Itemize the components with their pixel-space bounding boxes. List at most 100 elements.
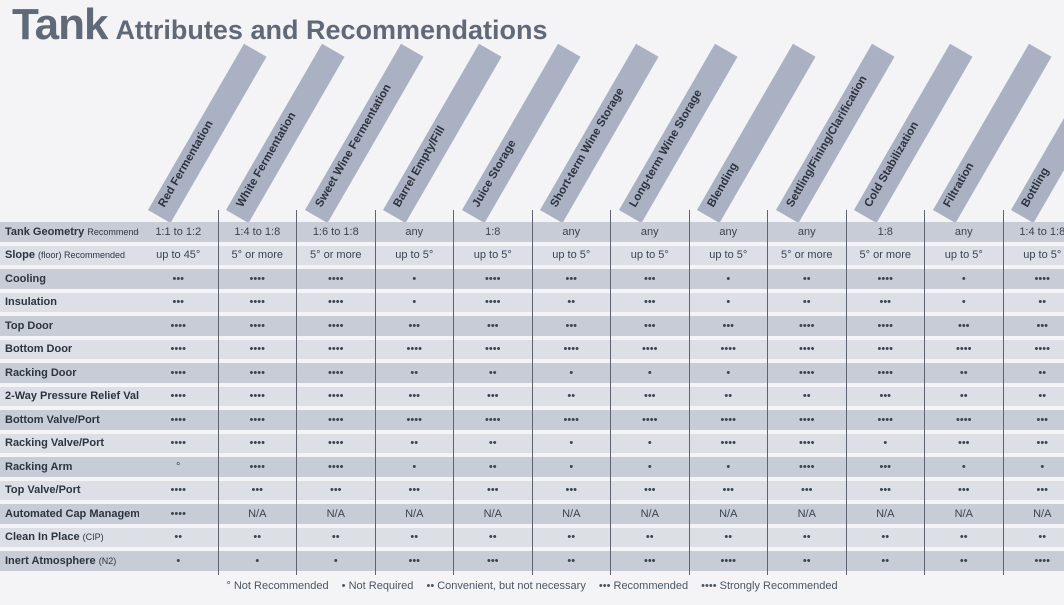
table-cell: any (531, 222, 610, 246)
row-label-suffix: Recommended (87, 226, 139, 237)
table-cell: • (296, 551, 375, 575)
column-divider (846, 210, 847, 575)
table-cell: • (688, 457, 767, 481)
table-cell: •• (610, 527, 689, 551)
row-label: Cooling (0, 269, 139, 293)
table-cell: •••• (845, 269, 924, 293)
table-cell: ••• (767, 480, 846, 504)
column-header-label: Blending (705, 160, 741, 210)
row-label-text: Bottom Valve/Port (5, 413, 100, 426)
column-headers: Red Fermentation White Fermentation Sweet … (0, 0, 1064, 223)
row-label-text: Racking Valve/Port (5, 437, 105, 450)
table-cell: ••• (453, 480, 532, 504)
table-cell: •••• (845, 410, 924, 434)
table-cell: ••• (924, 433, 1003, 457)
row-label: Tank Geometry Recommended (0, 222, 139, 246)
row-label-text: Bottom Door (5, 343, 73, 356)
row-label-text: 2-Way Pressure Relief Valve (5, 390, 139, 403)
row-label-text: Cooling (5, 272, 46, 285)
column-header-label: Long-term Wine Storage (626, 87, 705, 210)
table-cell: ••• (924, 480, 1003, 504)
table-cell: any (924, 222, 1003, 246)
column-header-label: Filtration (940, 160, 976, 210)
table-cell: •••• (374, 410, 453, 434)
table-cell: ••• (453, 551, 532, 575)
table-cell: • (688, 292, 767, 316)
table-cell: •• (924, 363, 1003, 387)
table-cell: •• (374, 433, 453, 457)
legend-recommended: ••• Recommended (598, 580, 689, 592)
table-cell: any (767, 222, 846, 246)
table-row: Inert Atmosphere (N2) • • • ••• ••• •• ••• •••• •… (0, 551, 1064, 575)
column-divider (689, 210, 690, 575)
table-cell: •••• (217, 386, 296, 410)
table-cell: ••• (139, 269, 218, 293)
table-cell: ••• (924, 316, 1003, 340)
table-row: Top Door •••• •••• •••• ••• ••• ••• ••• ••• •••• •… (0, 316, 1064, 340)
table-cell: N/A (845, 504, 924, 528)
table-cell: •••• (845, 316, 924, 340)
table-cell: •••• (845, 339, 924, 363)
column-header-label: Sweet Wine Fermentation (312, 82, 394, 210)
table-cell: •••• (767, 363, 846, 387)
row-label-text: Clean In Place (5, 531, 80, 544)
table-cell: •••• (845, 363, 924, 387)
table-cell: 1:8 (453, 222, 532, 246)
table-cell: ••• (610, 316, 689, 340)
legend-convenient: •• Convenient, but not necessary (426, 580, 586, 592)
column-header-label: Bottling (1019, 165, 1052, 210)
table-cell: •••• (139, 386, 218, 410)
table-cell: •••• (1002, 551, 1064, 575)
table-cell: ••• (453, 316, 532, 340)
table-cell: • (924, 269, 1003, 293)
table-cell: ••• (531, 316, 610, 340)
table-cell: •••• (1002, 339, 1064, 363)
table-cell: •• (1002, 363, 1064, 387)
table-cell: •••• (296, 410, 375, 434)
row-label-text: Tank Geometry (5, 225, 85, 238)
row-label: Racking Door (0, 363, 139, 387)
table-cell: ••• (531, 269, 610, 293)
table-cell: •••• (217, 410, 296, 434)
table-cell: up to 5° (688, 245, 767, 269)
table-cell: •• (1002, 292, 1064, 316)
table-cell: •••• (139, 316, 218, 340)
table-cell: •••• (767, 457, 846, 481)
row-label-text: Slope (5, 249, 35, 262)
table-cell: •• (453, 433, 532, 457)
table-cell: • (610, 433, 689, 457)
table-cell: •••• (296, 363, 375, 387)
table-cell: ••• (845, 386, 924, 410)
table-cell: •••• (924, 410, 1003, 434)
table-cell: ° (139, 457, 218, 481)
table-cell: •••• (453, 269, 532, 293)
legend-not-recommended: ° Not Recommended (226, 580, 329, 592)
table-cell: ••• (845, 480, 924, 504)
table-cell: •• (767, 551, 846, 575)
row-label-text: Racking Arm (5, 460, 73, 473)
table-cell: up to 5° (531, 245, 610, 269)
table-cell: ••• (1002, 410, 1064, 434)
table-cell: •••• (374, 339, 453, 363)
table-cell: •••• (688, 551, 767, 575)
column-divider (453, 210, 454, 575)
legend: ° Not Recommended • Not Required •• Conv… (0, 580, 1064, 592)
table-cell: • (374, 457, 453, 481)
table-cell: •••• (296, 292, 375, 316)
row-label: Inert Atmosphere (N2) (0, 551, 139, 575)
table-cell: •••• (139, 480, 218, 504)
table-cell: •••• (139, 504, 218, 528)
table-cell: •••• (139, 339, 218, 363)
row-label-suffix: (CIP) (82, 532, 104, 543)
table-cell: 5° or more (296, 245, 375, 269)
table-cell: N/A (296, 504, 375, 528)
table-cell: • (688, 363, 767, 387)
row-label-text: Inert Atmosphere (5, 554, 96, 567)
table-cell: •• (531, 527, 610, 551)
table-cell: • (531, 457, 610, 481)
table-cell: •••• (139, 410, 218, 434)
row-label: Bottom Valve/Port (0, 410, 139, 434)
title-main: Tank (12, 0, 108, 49)
table-cell: • (845, 433, 924, 457)
table-cell: •••• (688, 433, 767, 457)
